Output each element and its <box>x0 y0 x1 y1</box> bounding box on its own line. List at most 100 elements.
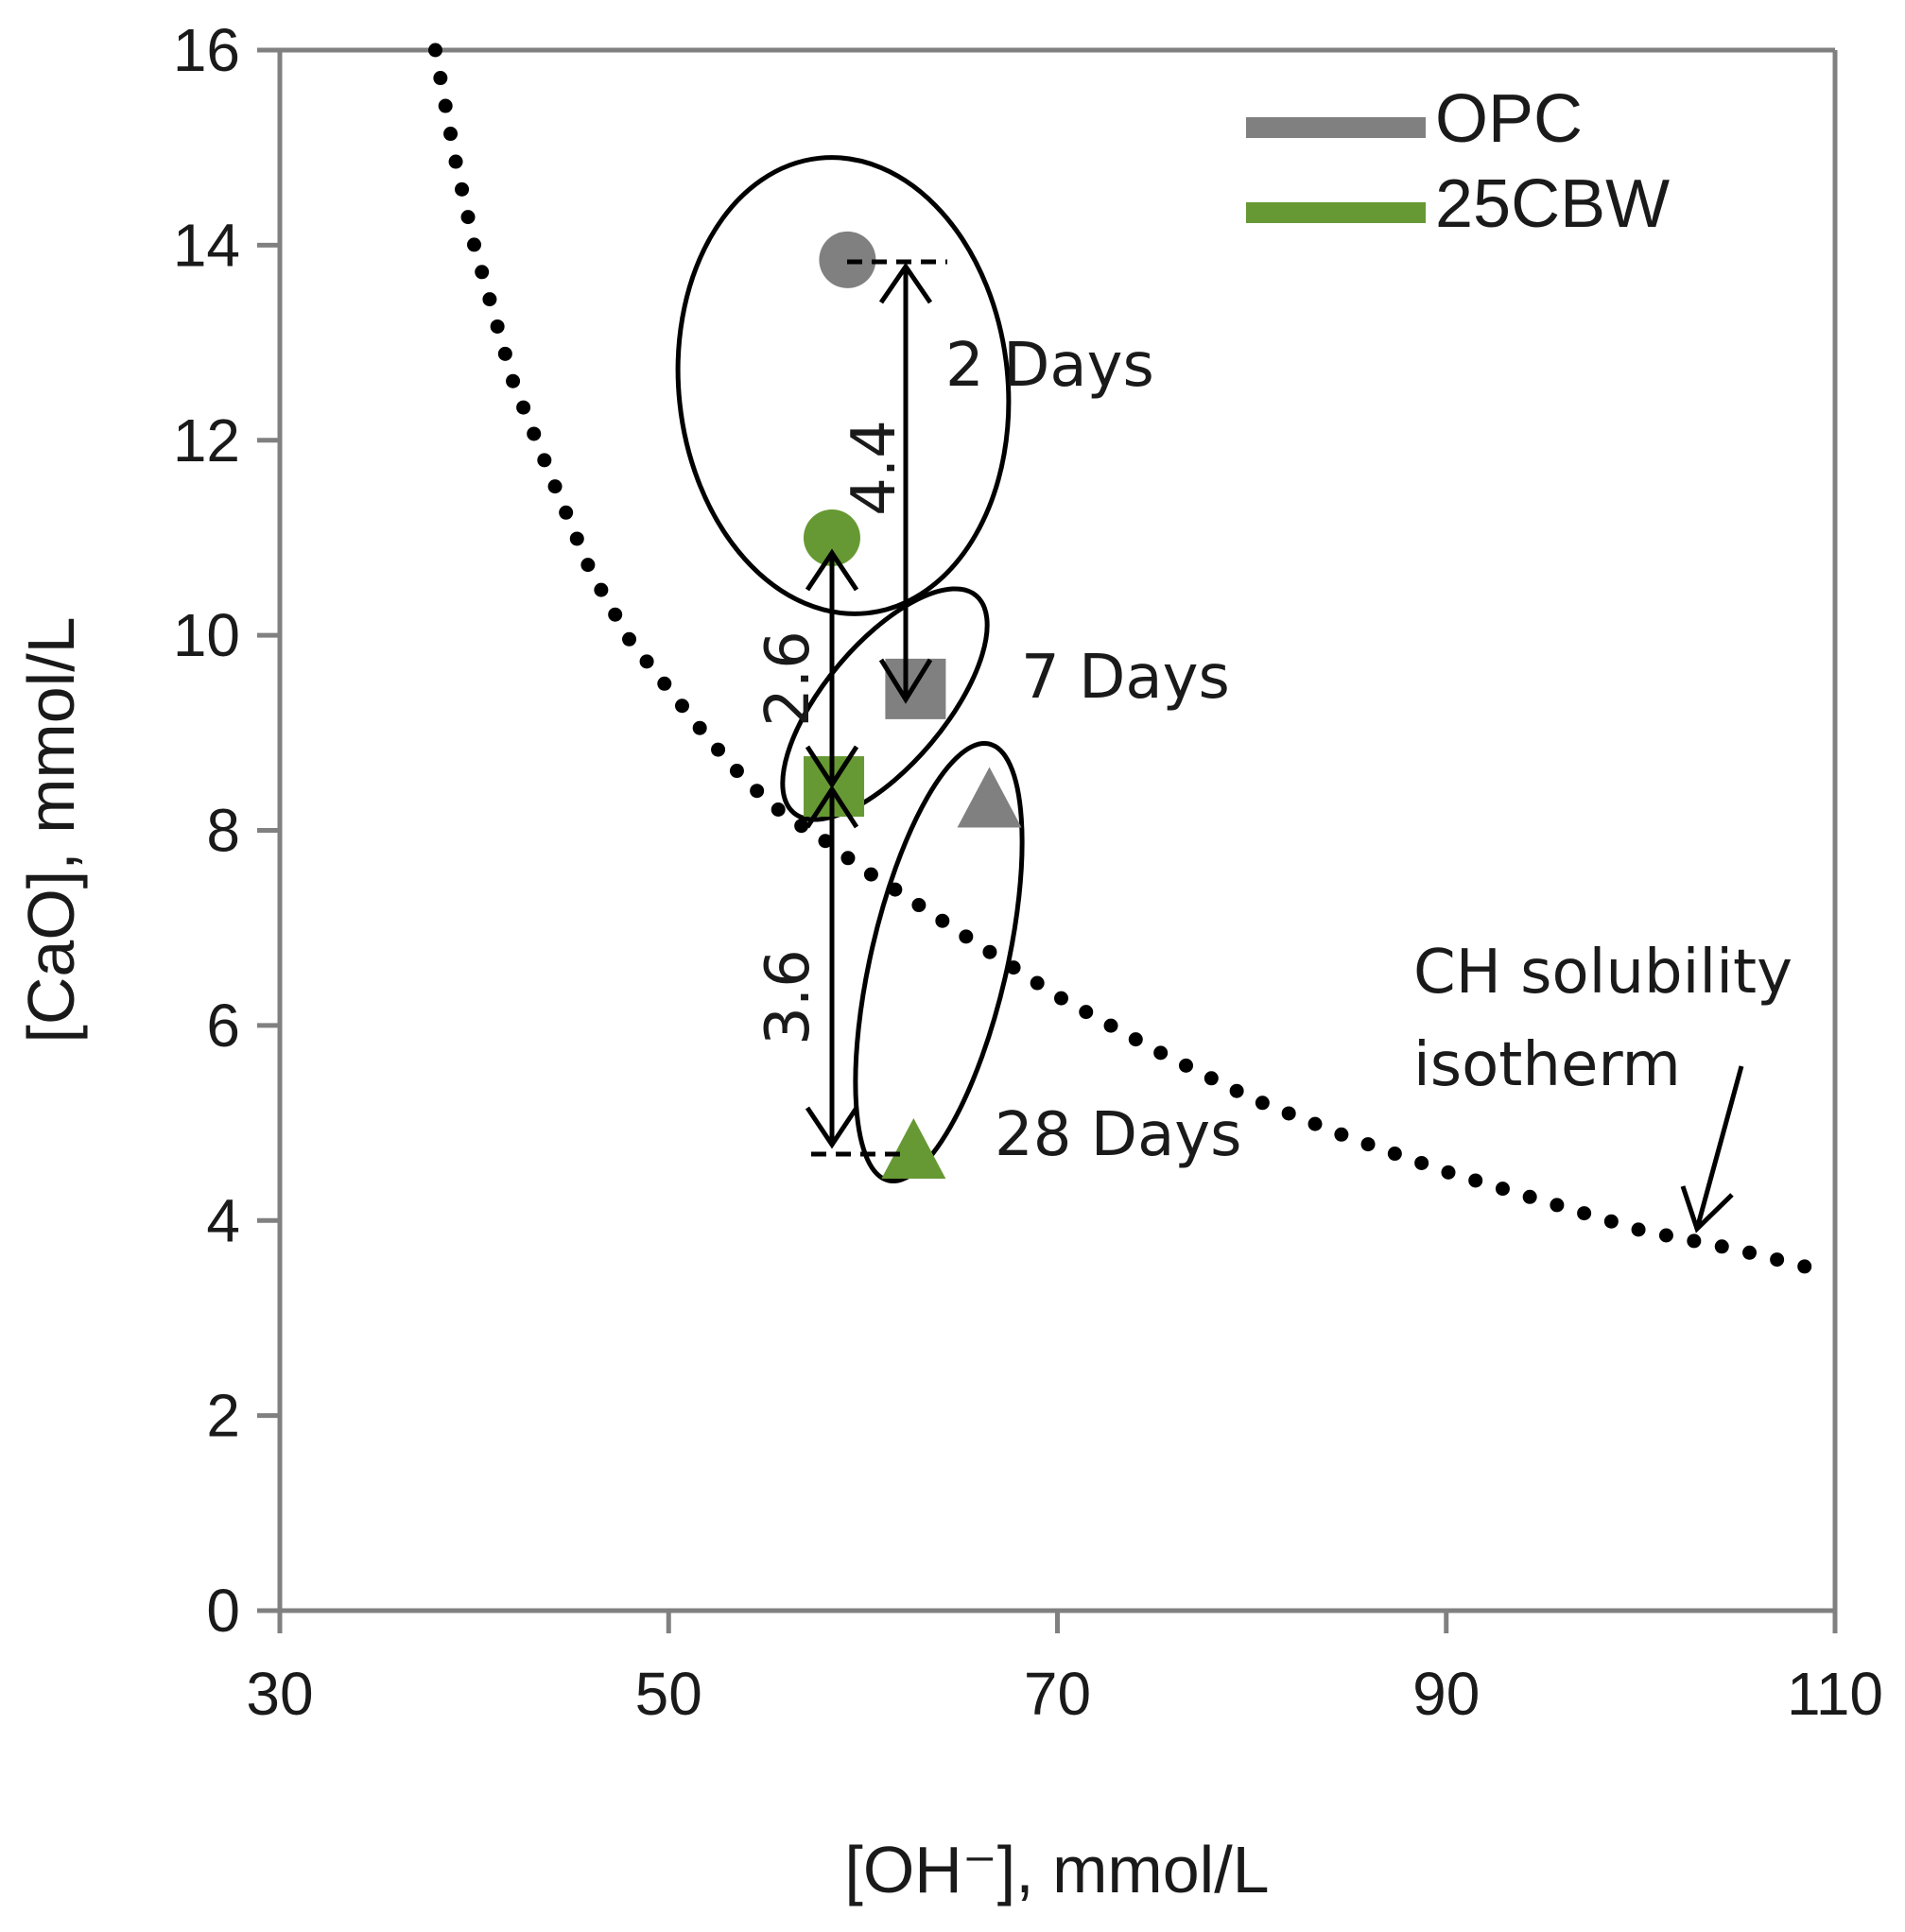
isotherm-dot <box>467 237 482 252</box>
isotherm-dot <box>1387 1147 1402 1162</box>
arrow-2-days-head-top <box>878 262 933 304</box>
y-tick-label: 12 <box>173 406 240 474</box>
isotherm-dot <box>460 210 476 225</box>
isotherm-dot <box>1770 1252 1785 1268</box>
isotherm-dot <box>482 292 497 307</box>
arrow-7-days-head-bottom <box>805 745 859 789</box>
ellipse-2-days <box>675 155 1012 616</box>
axes <box>277 47 1838 1613</box>
isotherm-dot <box>1103 1018 1118 1033</box>
isotherm-dot <box>935 913 950 928</box>
diff-label-28-days: 3.6 <box>753 949 823 1045</box>
x-tick-label: 30 <box>246 1660 313 1728</box>
isotherm-dot <box>1360 1137 1376 1152</box>
y-tick-label: 16 <box>173 16 240 84</box>
isotherm-dot <box>1687 1233 1702 1249</box>
marker-25cbw-2-days <box>803 509 860 566</box>
isotherm-dot <box>1658 1228 1673 1243</box>
isotherm-dot <box>428 43 442 58</box>
ellipse-28-days <box>853 741 1025 1183</box>
isotherm-dot <box>1550 1198 1565 1213</box>
age-label-7-days: 7 Days <box>1021 643 1230 713</box>
y-tick-label: 4 <box>206 1186 240 1254</box>
age-label-2-days: 2 Days <box>945 331 1154 401</box>
isotherm-dot <box>438 98 453 113</box>
marker-opc-28-days <box>957 767 1022 828</box>
x-tick-label: 110 <box>1787 1660 1883 1728</box>
arrow-7-days-head-top <box>805 548 859 592</box>
isotherm-dot <box>711 742 726 757</box>
isotherm-dot <box>911 898 927 913</box>
isotherm-dot <box>580 558 596 573</box>
isotherm-dot <box>1178 1058 1193 1073</box>
isotherm-dot <box>1714 1239 1729 1254</box>
arrow-28-days-head-top <box>805 785 859 829</box>
isotherm-dot <box>1468 1173 1483 1188</box>
isotherm-dot <box>527 426 542 441</box>
isotherm-dot <box>1281 1106 1296 1121</box>
isotherm-dot <box>594 582 609 597</box>
isotherm-pointer-arrow <box>1680 1065 1744 1233</box>
isotherm-dot <box>475 265 490 280</box>
legend: OPC 25CBW <box>1246 81 1670 242</box>
isotherm-dot <box>1742 1245 1758 1260</box>
diff-label-7-days: 2.6 <box>753 630 823 727</box>
diff-label-2-days: 4.4 <box>840 420 909 516</box>
isotherm-dot <box>794 819 809 834</box>
isotherm-dot <box>622 631 637 647</box>
isotherm-dot <box>729 764 744 779</box>
marker-25cbw-28-days <box>881 1118 946 1180</box>
isotherm-dot <box>1631 1222 1646 1237</box>
isotherm-curve <box>428 43 1812 1274</box>
isotherm-dot <box>497 346 512 361</box>
isotherm-dot <box>547 479 563 494</box>
ellipse-7-days <box>780 586 990 822</box>
isotherm-dot <box>639 654 654 669</box>
isotherm-dot <box>490 319 505 334</box>
isotherm-dot <box>982 944 997 959</box>
isotherm-dot <box>840 851 856 866</box>
isotherm-dot <box>559 505 574 520</box>
y-tick-label: 14 <box>173 211 240 279</box>
isotherm-dot <box>1030 975 1045 991</box>
isotherm-dot <box>1334 1127 1349 1142</box>
isotherm-dot <box>516 400 531 415</box>
y-tick-label: 8 <box>206 797 240 865</box>
legend-label-opc: OPC <box>1435 81 1583 157</box>
isotherm-dot <box>1308 1116 1323 1131</box>
age-groups <box>675 155 1025 1183</box>
age-label-28-days: 28 Days <box>995 1100 1242 1170</box>
isotherm-dot <box>1128 1032 1143 1047</box>
x-tick-label: 70 <box>1024 1660 1091 1728</box>
isotherm-dot <box>1153 1045 1169 1061</box>
x-tick-label: 50 <box>635 1660 702 1728</box>
y-tick-label: 2 <box>206 1382 240 1450</box>
isotherm-dot <box>1053 991 1068 1006</box>
isotherm-dot <box>455 181 470 197</box>
isotherm-dot <box>506 373 521 388</box>
isotherm-dot <box>608 607 623 622</box>
isotherm-dot <box>537 453 552 468</box>
isotherm-dot <box>1603 1214 1619 1229</box>
isotherm-dot <box>1441 1164 1456 1180</box>
y-tick-label: 10 <box>173 601 240 669</box>
isotherm-dot <box>443 127 459 142</box>
x-axis-title: [OH⁻], mmol/L <box>844 1833 1269 1906</box>
legend-label-25cbw: 25CBW <box>1435 166 1670 242</box>
x-tick-label: 90 <box>1412 1660 1480 1728</box>
y-tick-label: 0 <box>206 1577 240 1645</box>
isotherm-dot <box>692 720 707 735</box>
isotherm-label-line1: CH solubility <box>1413 938 1792 1008</box>
isotherm-dot <box>1204 1071 1219 1086</box>
isotherm-dot <box>1495 1182 1510 1197</box>
y-axis-title: [CaO], mmol/L <box>14 616 88 1043</box>
arrow-2-days-head-bottom <box>878 658 933 704</box>
marker-opc-7-days <box>885 658 946 719</box>
isotherm-dot <box>1255 1095 1270 1111</box>
difference-arrows <box>805 259 947 1157</box>
isotherm-dot <box>569 531 584 546</box>
isotherm-dot <box>1577 1206 1592 1221</box>
isotherm-dot <box>771 802 786 817</box>
isotherm-dot <box>750 784 765 799</box>
